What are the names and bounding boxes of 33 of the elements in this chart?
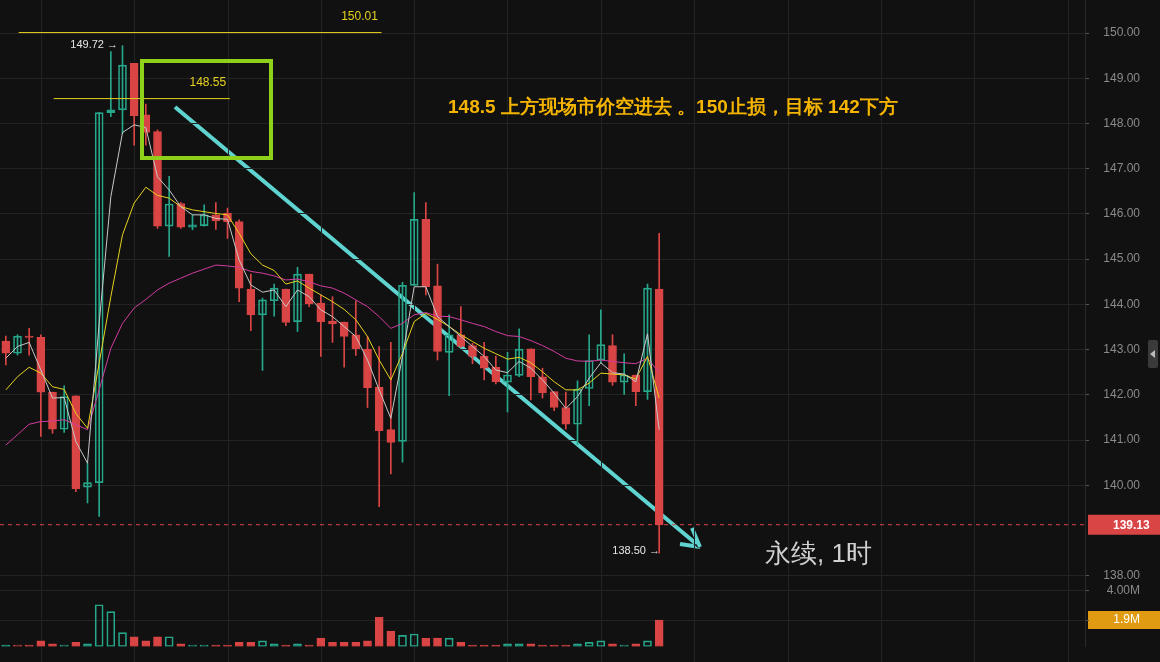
candlestick bbox=[24, 328, 34, 356]
candlestick bbox=[386, 342, 396, 475]
ref-line-label: 148.55 bbox=[189, 74, 227, 89]
text: 永续, 1时 bbox=[765, 538, 872, 569]
bar bbox=[351, 641, 361, 647]
annotation: 148.5 上方现场市价空进去 。150止损，目标 142下方 bbox=[448, 96, 898, 118]
y-tick-label: 148.00 bbox=[1103, 115, 1141, 130]
bar bbox=[246, 641, 256, 647]
bar bbox=[234, 641, 244, 647]
bar bbox=[386, 630, 396, 647]
y-tick-label: 145.00 bbox=[1103, 251, 1141, 266]
y-tick-label: 141.00 bbox=[1103, 432, 1141, 447]
ref-line-label: 139.13 bbox=[1113, 517, 1151, 532]
annotation: 149.72 → bbox=[70, 38, 118, 51]
bar bbox=[339, 641, 349, 647]
y-tick-label: 147.00 bbox=[1103, 161, 1141, 176]
annotation: 138.50 → bbox=[612, 544, 660, 557]
y-tick-label: 142.00 bbox=[1103, 387, 1141, 402]
ref-line-label: 150.01 bbox=[341, 8, 379, 23]
bar bbox=[328, 641, 337, 647]
y-tick-label: 4.00M bbox=[1106, 583, 1140, 598]
bar bbox=[654, 619, 664, 647]
bar bbox=[456, 641, 466, 647]
y-tick-label: 144.00 bbox=[1103, 296, 1141, 311]
bar bbox=[71, 641, 81, 647]
y-tick-label: 140.00 bbox=[1103, 477, 1141, 492]
y-tick-label: 1.9M bbox=[1113, 612, 1140, 627]
y-tick-label: 146.00 bbox=[1103, 206, 1141, 221]
y-tick-label: 143.00 bbox=[1103, 341, 1141, 356]
bar bbox=[374, 616, 384, 647]
y-tick-label: 138.00 bbox=[1103, 568, 1141, 583]
y-tick-label: 150.00 bbox=[1103, 25, 1141, 40]
y-tick-label: 149.00 bbox=[1103, 70, 1141, 85]
